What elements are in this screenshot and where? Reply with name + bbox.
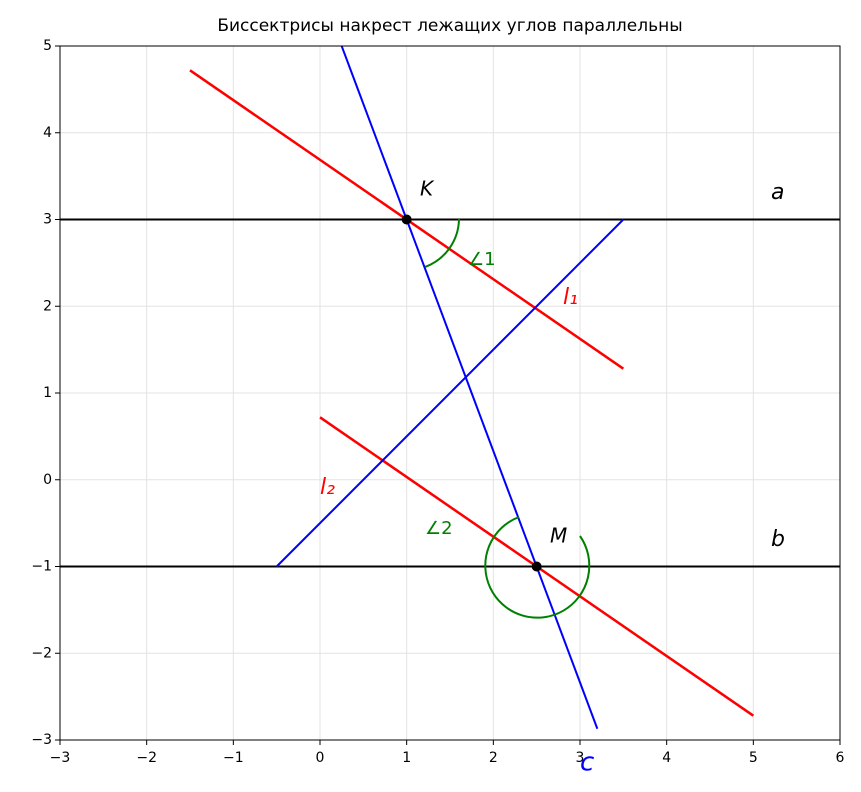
annotation: l₂ bbox=[320, 475, 335, 500]
x-tick-label: 3 bbox=[576, 750, 585, 766]
annotation: ∠1 bbox=[468, 249, 496, 270]
angle-arc bbox=[424, 218, 460, 268]
line bbox=[340, 46, 599, 730]
y-tick-label: 5 bbox=[43, 38, 52, 54]
y-tick-label: −3 bbox=[31, 732, 52, 748]
y-tick-label: −1 bbox=[31, 559, 52, 575]
angle-arc bbox=[484, 516, 591, 619]
x-tick-label: 0 bbox=[316, 750, 325, 766]
annotation: a bbox=[771, 180, 784, 205]
x-tick-label: −3 bbox=[50, 750, 71, 766]
y-tick-label: −2 bbox=[31, 645, 52, 661]
annotation: ∠2 bbox=[425, 518, 453, 539]
line bbox=[275, 218, 625, 568]
point bbox=[401, 214, 412, 225]
y-tick-label: 0 bbox=[43, 472, 52, 488]
x-tick-label: 6 bbox=[836, 750, 845, 766]
x-tick-label: 2 bbox=[489, 750, 498, 766]
y-tick-label: 1 bbox=[43, 385, 52, 401]
plot-frame bbox=[59, 45, 841, 741]
annotation: b bbox=[771, 527, 785, 552]
chart-title: Биссектрисы накрест лежащих углов паралл… bbox=[217, 16, 682, 36]
annotation: M bbox=[550, 524, 567, 548]
y-tick-label: 2 bbox=[43, 298, 52, 314]
x-tick-label: −1 bbox=[223, 750, 244, 766]
annotation: l₁ bbox=[563, 285, 578, 310]
x-tick-label: 5 bbox=[749, 750, 758, 766]
annotation: K bbox=[420, 177, 435, 201]
point bbox=[531, 561, 542, 572]
x-tick-label: 1 bbox=[402, 750, 411, 766]
y-tick-label: 3 bbox=[43, 212, 52, 228]
y-tick-label: 4 bbox=[43, 125, 52, 141]
annotation: c bbox=[580, 748, 594, 778]
x-tick-label: −2 bbox=[136, 750, 157, 766]
x-tick-label: 4 bbox=[662, 750, 671, 766]
